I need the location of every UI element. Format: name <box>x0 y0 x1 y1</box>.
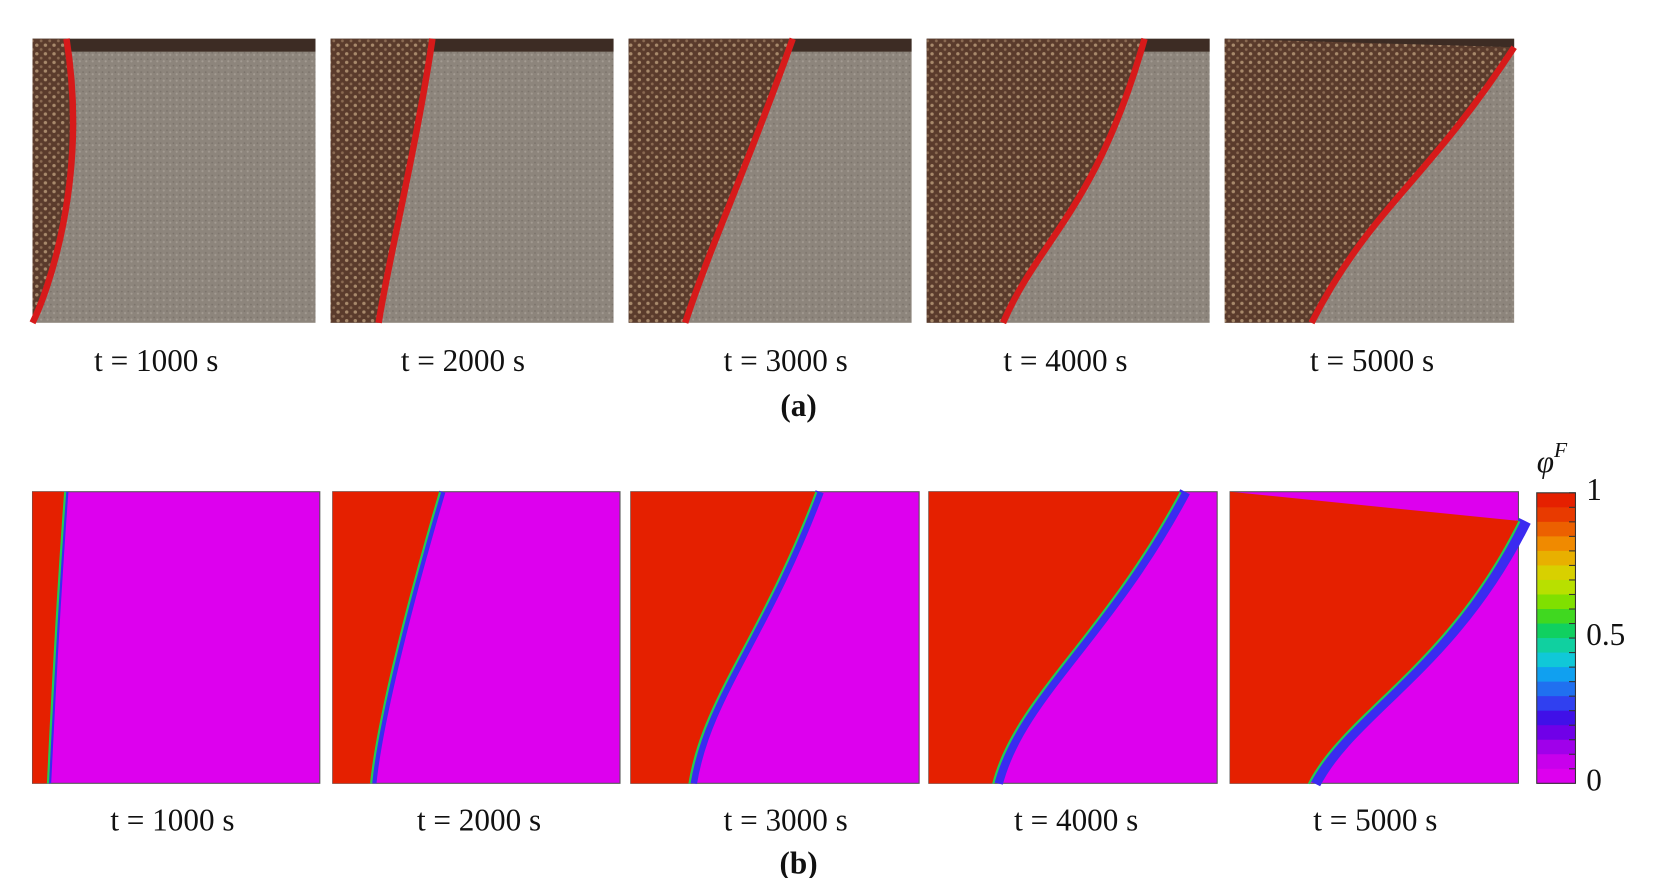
colorbar-step <box>1536 739 1576 755</box>
sim-panel <box>31 491 321 784</box>
front-blue <box>688 490 824 785</box>
colorbar-step <box>1536 536 1576 552</box>
colorbar-step <box>1536 638 1576 654</box>
colorbar-step <box>1536 754 1576 770</box>
saturated-zone <box>926 38 1145 323</box>
colorbar-step <box>1536 768 1576 784</box>
colorbar-step <box>1536 492 1576 508</box>
colorbar-step <box>1536 652 1576 668</box>
fluid-zone <box>1230 491 1519 784</box>
time-label: t = 2000 s <box>401 343 525 378</box>
colorbar-step <box>1536 710 1576 726</box>
caption-a: (a) <box>780 388 816 423</box>
colorbar-step <box>1536 550 1576 566</box>
time-label: t = 3000 s <box>724 802 848 837</box>
colorbar-tick-label: 1 <box>1586 472 1602 507</box>
colorbar-tick-label: 0 <box>1586 762 1602 797</box>
time-label: t = 4000 s <box>1003 343 1127 378</box>
front-green <box>367 491 442 784</box>
colorbar-symbol: φ <box>1537 444 1554 479</box>
colorbar-label: φF <box>1537 438 1568 479</box>
front-blue <box>1308 518 1531 787</box>
time-label: t = 1000 s <box>110 802 234 837</box>
colorbar-step <box>1536 609 1576 625</box>
time-label: t = 2000 s <box>417 802 541 837</box>
time-label: t = 1000 s <box>94 343 218 378</box>
front-line <box>1308 45 1517 325</box>
saturated-zone <box>1224 38 1515 323</box>
front-line <box>1000 37 1148 325</box>
time-label: t = 5000 s <box>1313 802 1437 837</box>
caption-b: (b) <box>780 845 818 878</box>
time-label: t = 4000 s <box>1014 802 1138 837</box>
time-label: t = 5000 s <box>1310 343 1434 378</box>
colorbar-step <box>1536 579 1576 596</box>
fluid-zone <box>332 491 440 784</box>
colorbar-step <box>1536 725 1576 741</box>
front-blue <box>370 490 446 784</box>
time-label: t = 3000 s <box>724 343 848 378</box>
fluid-zone <box>32 491 65 784</box>
photo-panel <box>32 38 316 323</box>
front-line <box>29 38 77 325</box>
saturated-zone <box>32 38 73 323</box>
colorbar-step <box>1536 594 1576 610</box>
colorbar-step <box>1536 507 1576 523</box>
colorbar-superscript: F <box>1553 438 1568 462</box>
colorbar-step <box>1536 681 1576 697</box>
saturated-zone <box>330 38 433 323</box>
colorbar-tick-label: 0.5 <box>1586 617 1625 652</box>
front-line <box>375 38 436 324</box>
fluid-zone <box>630 491 816 784</box>
front-line <box>682 37 796 324</box>
colorbar-frame <box>1536 492 1577 784</box>
colorbar-step <box>1536 565 1576 581</box>
fluid-zone <box>928 491 1180 784</box>
colorbar-step <box>1536 667 1576 683</box>
saturated-zone <box>628 38 793 323</box>
colorbar-step <box>1536 521 1576 537</box>
colorbar-step <box>1536 623 1576 639</box>
photo-top-band <box>32 38 316 52</box>
colorbar-step <box>1536 696 1576 712</box>
front-blue <box>992 489 1190 785</box>
